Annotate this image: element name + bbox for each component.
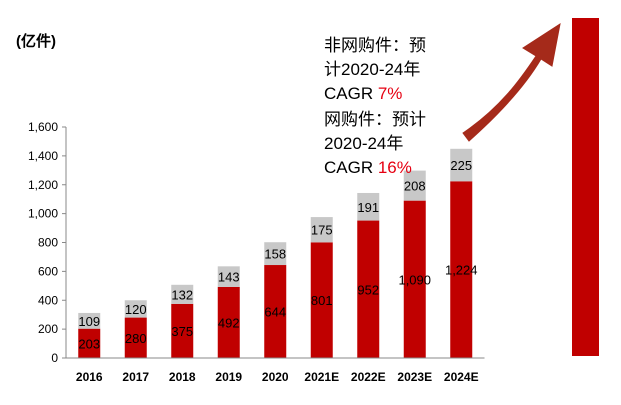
- bar-online: [217, 286, 240, 358]
- data-label-offline: 191: [357, 200, 379, 215]
- y-tick-label: 1,000: [28, 207, 58, 221]
- data-label-online: 492: [218, 315, 240, 330]
- bar-offline: [217, 266, 240, 287]
- bar-offline: [310, 217, 333, 243]
- bar-offline: [450, 148, 473, 182]
- y-tick-label: 200: [38, 322, 58, 336]
- y-tick-label: 0: [51, 351, 58, 365]
- data-label-online: 1,090: [398, 272, 431, 287]
- bar-online: [450, 181, 473, 358]
- growth-arrow-icon: [462, 22, 561, 142]
- y-tick-label: 600: [38, 264, 58, 278]
- data-label-offline: 175: [311, 223, 333, 238]
- x-tick-label: 2024E: [444, 370, 479, 384]
- y-tick-label: 800: [38, 236, 58, 250]
- y-tick-label: 1,200: [28, 178, 58, 192]
- data-label-offline: 109: [78, 314, 100, 329]
- data-label-online: 644: [264, 305, 286, 320]
- bar-online: [78, 328, 101, 358]
- bar-offline: [124, 300, 147, 318]
- offline-cagr-prefix: CAGR: [324, 84, 378, 103]
- offline-cagr-annotation: 非网购件：预 计2020-24年 CAGR 7%: [324, 34, 426, 106]
- data-label-online: 1,224: [445, 263, 478, 278]
- bar-online: [264, 265, 287, 358]
- data-label-offline: 120: [125, 302, 147, 317]
- online-annotation-line2: 2020-24年: [324, 134, 404, 153]
- data-label-offline: 208: [404, 179, 426, 194]
- data-label-offline: 225: [450, 158, 472, 173]
- online-cagr-value: 16%: [377, 158, 412, 177]
- data-label-online: 280: [125, 331, 147, 346]
- bar-offline: [264, 242, 287, 266]
- x-axis: 2016 2017 2018 2019 2020 2021E 2022E 2023E 2024E: [66, 357, 485, 384]
- bar-offline: [78, 312, 101, 329]
- bar-offline: [357, 192, 380, 221]
- data-label-offline: 158: [264, 247, 286, 262]
- data-label-online: 375: [171, 324, 193, 339]
- bar-online: [403, 200, 426, 358]
- bar-offline: [171, 284, 194, 304]
- bar-online: [124, 317, 147, 358]
- online-annotation-line3: CAGR 16%: [324, 156, 426, 180]
- y-tick-label: 400: [38, 293, 58, 307]
- offline-cagr-value: 7%: [377, 84, 403, 103]
- bar-offline: [403, 170, 426, 201]
- x-tick-label: 2021E: [304, 370, 339, 384]
- x-tick-label: 2023E: [397, 370, 432, 384]
- data-label-online: 952: [357, 282, 379, 297]
- offline-annotation-line3: CAGR 7%: [324, 82, 426, 106]
- x-tick-label: 2022E: [351, 370, 386, 384]
- data-label-offline: 143: [218, 270, 240, 285]
- x-tick-label: 2016: [76, 370, 103, 384]
- y-tick-label: 1,600: [28, 120, 58, 134]
- unit-label: (亿件): [16, 33, 56, 50]
- offline-annotation-line2: 计2020-24年: [324, 60, 421, 79]
- red-accent-bar: [572, 18, 599, 356]
- data-label-offline: 132: [171, 287, 193, 302]
- bar-online: [357, 220, 380, 358]
- online-cagr-prefix: CAGR: [324, 158, 378, 177]
- online-cagr-annotation: 网购件：预计 2020-24年 CAGR 16%: [324, 108, 426, 180]
- x-tick-label: 2020: [262, 370, 289, 384]
- x-tick-label: 2019: [215, 370, 242, 384]
- online-annotation-line1: 网购件：预计: [324, 110, 426, 129]
- x-tick-label: 2017: [122, 370, 149, 384]
- y-axis: 0 200 400 600 800 1,000 1,200 1,400 1,600: [28, 120, 67, 365]
- data-label-online: 801: [311, 293, 333, 308]
- bar-online: [171, 303, 194, 358]
- bar-online: [310, 242, 333, 358]
- data-label-online: 203: [78, 336, 100, 351]
- x-tick-label: 2018: [169, 370, 196, 384]
- growth-arrow-shape: [462, 22, 561, 142]
- bars: 203 109 280 120 375 132 492 143 644 158 801 175 952 1…: [78, 148, 478, 358]
- offline-annotation-line1: 非网购件：预: [324, 36, 426, 55]
- y-tick-label: 1,400: [28, 149, 58, 163]
